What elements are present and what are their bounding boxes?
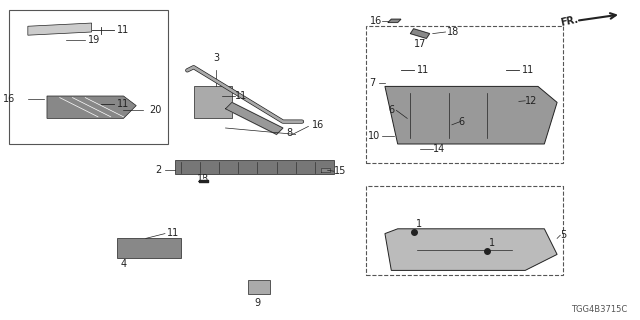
Polygon shape bbox=[385, 86, 557, 144]
Bar bbox=[175, 160, 334, 174]
Text: 3: 3 bbox=[213, 52, 219, 63]
Text: 7: 7 bbox=[369, 78, 376, 88]
Text: 1: 1 bbox=[489, 238, 495, 248]
Bar bbox=[248, 280, 270, 294]
Text: 9: 9 bbox=[254, 298, 260, 308]
Text: 1: 1 bbox=[415, 219, 422, 229]
Bar bbox=[366, 26, 563, 163]
Text: 6: 6 bbox=[458, 116, 465, 127]
Text: TGG4B3715C: TGG4B3715C bbox=[571, 305, 627, 314]
Text: 16: 16 bbox=[369, 16, 381, 26]
Text: 19: 19 bbox=[88, 35, 100, 45]
Text: 6: 6 bbox=[388, 105, 394, 116]
Text: 15: 15 bbox=[334, 166, 346, 176]
Text: 17: 17 bbox=[414, 39, 426, 49]
Text: 10: 10 bbox=[367, 131, 380, 141]
Text: 4: 4 bbox=[120, 259, 127, 269]
Text: 11: 11 bbox=[235, 91, 247, 101]
Text: 11: 11 bbox=[417, 65, 429, 76]
Text: 11: 11 bbox=[117, 99, 129, 109]
Text: 16: 16 bbox=[3, 94, 15, 104]
Polygon shape bbox=[410, 29, 429, 38]
Text: 11: 11 bbox=[522, 65, 534, 76]
Text: 14: 14 bbox=[433, 144, 445, 154]
Bar bbox=[194, 86, 232, 118]
Text: 2: 2 bbox=[156, 165, 162, 175]
Text: 11: 11 bbox=[167, 228, 179, 238]
Text: 16: 16 bbox=[312, 120, 324, 131]
Polygon shape bbox=[321, 168, 330, 172]
Text: 13: 13 bbox=[197, 174, 209, 184]
Text: 12: 12 bbox=[525, 96, 538, 106]
Polygon shape bbox=[388, 19, 401, 22]
Bar bbox=[9, 10, 168, 144]
Text: 20: 20 bbox=[149, 105, 161, 116]
Text: 8: 8 bbox=[286, 128, 292, 138]
Text: 11: 11 bbox=[117, 25, 129, 36]
Bar bbox=[117, 238, 181, 258]
Polygon shape bbox=[385, 229, 557, 270]
Text: FR.: FR. bbox=[560, 14, 579, 28]
Bar bbox=[366, 186, 563, 275]
Polygon shape bbox=[47, 96, 136, 118]
Text: 18: 18 bbox=[447, 27, 460, 37]
Polygon shape bbox=[28, 23, 92, 35]
Text: 5: 5 bbox=[560, 230, 566, 240]
Polygon shape bbox=[225, 102, 283, 134]
